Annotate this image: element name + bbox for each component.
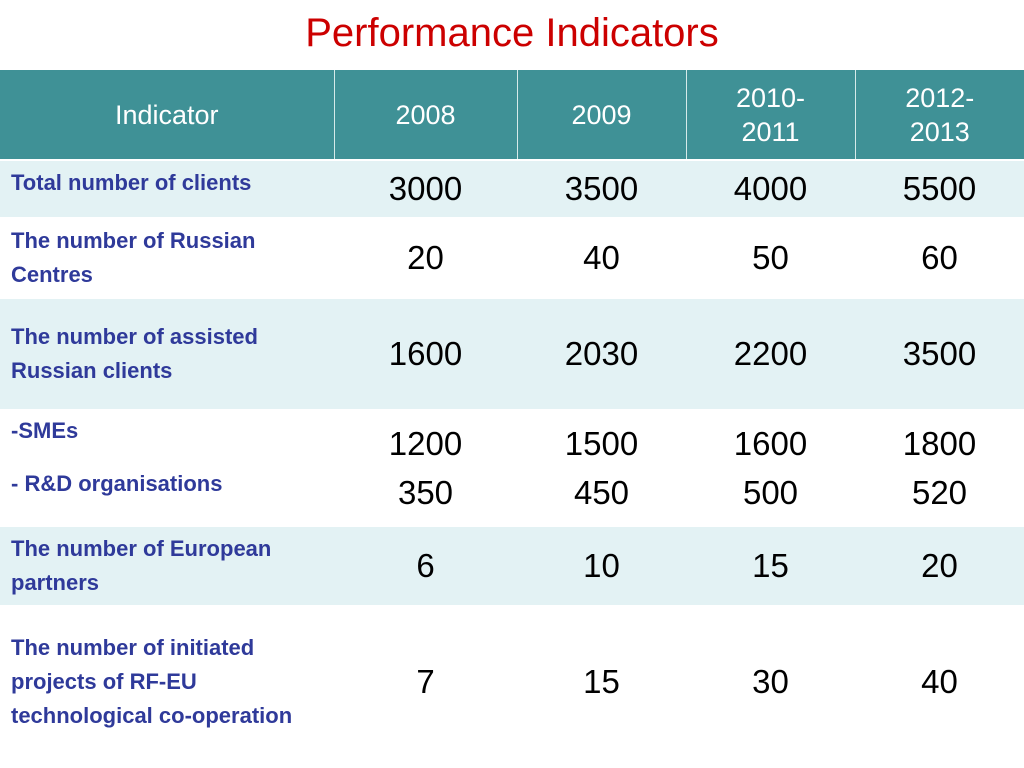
table-cell: 20: [855, 525, 1024, 606]
table-cell: 450: [517, 468, 686, 526]
row-label: -SMEs: [0, 409, 334, 468]
table-cell: 1200: [334, 409, 517, 468]
table-row: The number of initiated projects of RF-E…: [0, 605, 1024, 756]
table-cell: 30: [686, 605, 855, 756]
table-cell: 3500: [855, 297, 1024, 410]
table-cell: 5500: [855, 159, 1024, 218]
table-row: The number of Russian Centres 20 40 50 6…: [0, 217, 1024, 298]
table-cell: 1800: [855, 409, 1024, 468]
table-cell: 3500: [517, 159, 686, 218]
table-cell: 520: [855, 468, 1024, 526]
header-indicator: Indicator: [0, 70, 335, 160]
table-cell: 40: [517, 217, 686, 298]
table-cell: 50: [686, 217, 855, 298]
table-cell: 60: [855, 217, 1024, 298]
table-cell: 40: [855, 605, 1024, 756]
table-row: -SMEs 1200 1500 1600 1800: [0, 409, 1024, 468]
row-label: The number of assisted Russian clients: [0, 297, 334, 410]
row-label: Total number of clients: [0, 159, 334, 218]
table-cell: 10: [517, 525, 686, 606]
header-2010-2011: 2010- 2011: [686, 70, 856, 160]
table-row: - R&D organisations 350 450 500 520: [0, 468, 1024, 526]
table-row: The number of assisted Russian clients 1…: [0, 297, 1024, 410]
table-cell: 2030: [517, 297, 686, 410]
table-cell: 15: [517, 605, 686, 756]
header-row: Indicator 2008 2009 2010- 2011 2012- 201…: [0, 70, 1024, 160]
row-label: - R&D organisations: [0, 468, 334, 526]
table-cell: 7: [334, 605, 517, 756]
table-cell: 1500: [517, 409, 686, 468]
table-row: The number of European partners 6 10 15 …: [0, 525, 1024, 606]
row-label: The number of European partners: [0, 525, 334, 606]
table-cell: 1600: [334, 297, 517, 410]
performance-table: Indicator 2008 2009 2010- 2011 2012- 201…: [0, 70, 1024, 756]
row-label: The number of initiated projects of RF-E…: [0, 605, 334, 756]
table-cell: 15: [686, 525, 855, 606]
table-cell: 4000: [686, 159, 855, 218]
table-cell: 500: [686, 468, 855, 526]
table-cell: 1600: [686, 409, 855, 468]
row-label: The number of Russian Centres: [0, 217, 334, 298]
table-cell: 2200: [686, 297, 855, 410]
table-row: Total number of clients 3000 3500 4000 5…: [0, 159, 1024, 218]
header-2012-2013: 2012- 2013: [855, 70, 1024, 160]
table-cell: 20: [334, 217, 517, 298]
page-title: Performance Indicators: [305, 11, 719, 55]
table-cell: 350: [334, 468, 517, 526]
header-2008: 2008: [334, 70, 518, 160]
table-cell: 3000: [334, 159, 517, 218]
table-cell: 6: [334, 525, 517, 606]
header-2009: 2009: [517, 70, 687, 160]
